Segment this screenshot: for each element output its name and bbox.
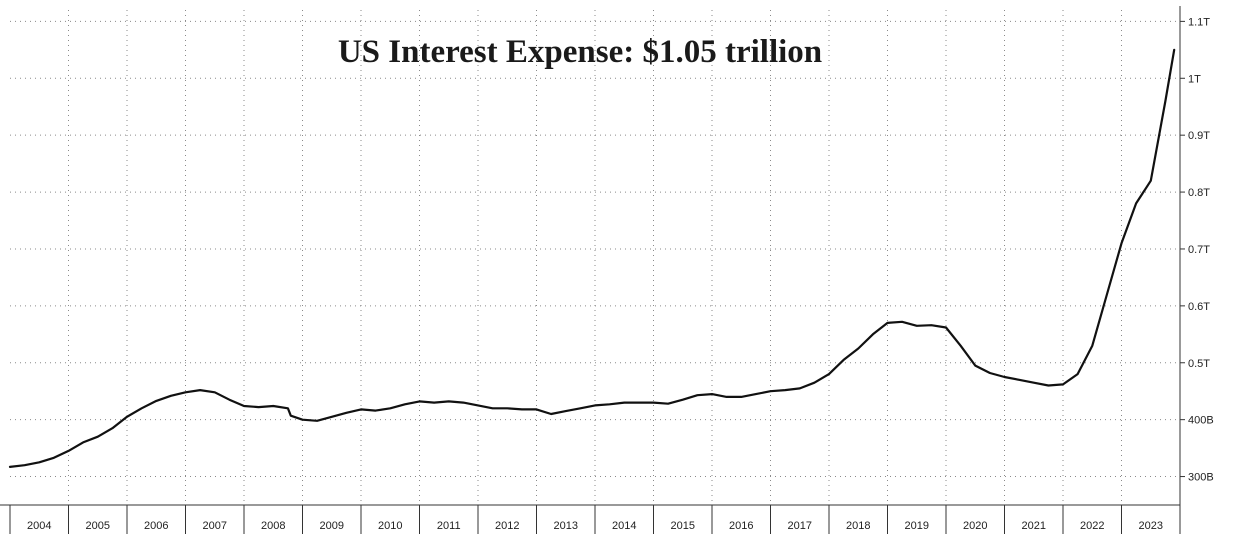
x-tick-label: 2009	[320, 520, 344, 532]
x-tick-label: 2016	[729, 520, 753, 532]
x-tick-label: 2011	[437, 520, 461, 532]
chart-title: US Interest Expense: $1.05 trillion	[338, 34, 822, 70]
y-tick-label: 0.8T	[1188, 187, 1210, 199]
y-tick-label: 0.9T	[1188, 130, 1210, 142]
series-line-interest-expense	[8, 48, 1176, 468]
x-tick-label: 2006	[144, 520, 168, 532]
x-tick-label: 2017	[788, 520, 812, 532]
x-tick-label: 2013	[554, 520, 578, 532]
y-tick-label: 1T	[1188, 73, 1201, 85]
x-tick-label: 2015	[671, 520, 695, 532]
vertical-gridlines	[68, 10, 1181, 505]
x-tick-label: 2014	[612, 520, 636, 532]
x-tick-label: 2010	[378, 520, 402, 532]
x-tick-label: 2007	[203, 520, 227, 532]
x-tick-label: 2008	[261, 520, 285, 532]
y-tick-label: 0.5T	[1188, 358, 1210, 370]
y-tick-label: 300B	[1188, 472, 1214, 484]
x-tick-label: 2021	[1022, 520, 1046, 532]
x-tick-label: 2012	[495, 520, 519, 532]
x-tick-label: 2005	[86, 520, 110, 532]
y-tick-label: 0.6T	[1188, 301, 1210, 313]
x-tick-label: 2018	[846, 520, 870, 532]
x-axis-ticks: 2004 2005 2006 2007 2008 2009 2010 2011 2012 2013…	[9, 505, 1181, 534]
x-tick-label: 2019	[905, 520, 929, 532]
y-tick-label: 400B	[1188, 415, 1214, 427]
horizontal-gridlines	[10, 20, 1180, 478]
x-tick-label: 2020	[963, 520, 987, 532]
x-tick-label: 2023	[1139, 520, 1163, 532]
y-tick-label: 1.1T	[1188, 16, 1210, 28]
y-tick-label: 0.7T	[1188, 244, 1210, 256]
y-axis-ticks: 300B 400B 0.5T 0.6T 0.7T 0.8T 0.9T 1T 1.1T	[1180, 16, 1214, 484]
x-tick-label: 2004	[27, 520, 51, 532]
x-tick-label: 2022	[1080, 520, 1104, 532]
